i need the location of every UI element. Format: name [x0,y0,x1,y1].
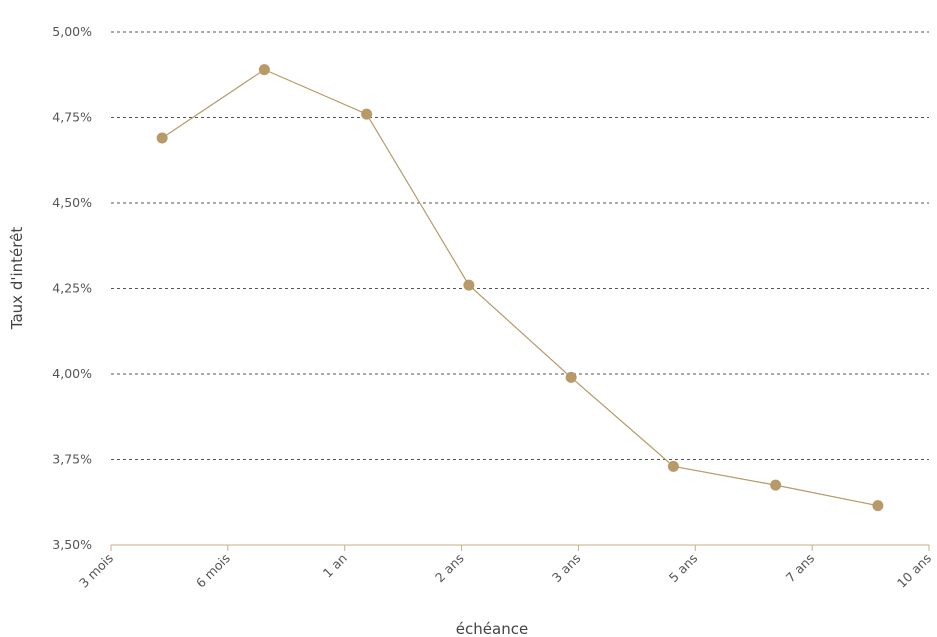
x-tick-label: 10 ans [894,551,934,591]
y-tick-label: 4,50% [52,195,92,210]
y-tick-label: 3,50% [52,537,92,552]
data-point [361,108,373,120]
x-tick-label: 6 mois [193,551,233,591]
y-tick-labels: 3,50% 3,75% 4,00% 4,25% 4,50% 4,75% 5,00% [52,24,92,552]
x-tick-labels: 3 mois 6 mois 1 an 2 ans 3 ans 5 ans 7 ans 10 a… [76,551,934,591]
y-tick-label: 4,75% [52,110,92,125]
data-point [872,500,884,512]
axis-layer [110,544,930,551]
x-tick-label: 1 an [320,551,350,581]
y-tick-label: 5,00% [52,24,92,39]
data-points [156,64,884,512]
x-tick-label: 3 ans [549,551,584,586]
x-tick-label: 2 ans [432,551,467,586]
data-point [258,64,270,76]
y-axis-title: Taux d'intérêt [8,227,26,331]
data-point [667,460,679,472]
x-tick-label: 7 ans [783,551,818,586]
x-tick-label: 5 ans [666,551,701,586]
data-point [565,371,577,383]
y-tick-label: 4,00% [52,366,92,381]
grid-layer [111,31,929,460]
x-axis-title: échéance [456,620,528,637]
series-line [161,68,878,507]
y-tick-label: 4,25% [52,281,92,296]
series-layer [161,68,878,507]
data-point [156,132,168,144]
data-point [463,279,475,291]
y-tick-label: 3,75% [52,452,92,467]
x-tick-label: 3 mois [76,551,116,591]
data-point [770,479,782,491]
